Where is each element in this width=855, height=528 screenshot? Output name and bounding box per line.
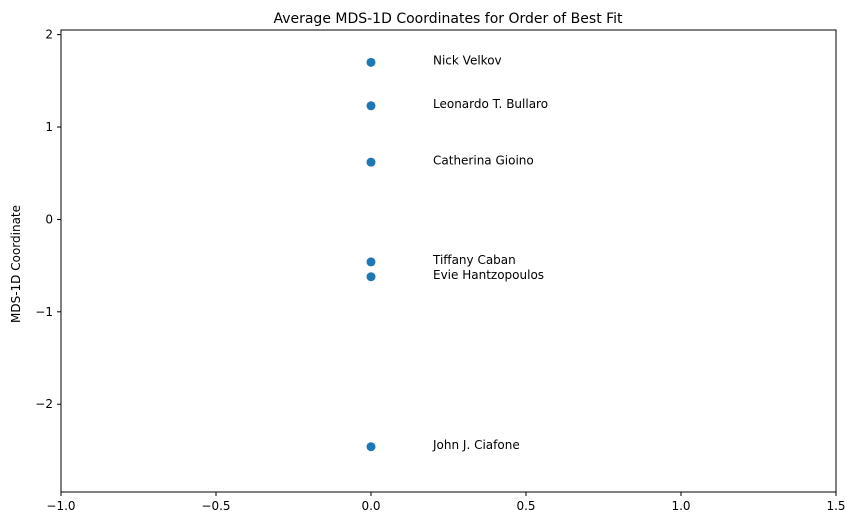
data-point <box>366 442 376 452</box>
data-point <box>366 257 376 267</box>
point-label: Catherina Gioino <box>433 153 534 167</box>
point-label: John J. Ciafone <box>432 438 520 452</box>
point-label: Nick Velkov <box>433 53 502 67</box>
x-tick-label: 1.5 <box>826 499 845 513</box>
y-tick-label: 2 <box>45 28 53 42</box>
chart-title: Average MDS-1D Coordinates for Order of … <box>273 11 623 27</box>
data-point <box>366 57 376 67</box>
data-points <box>366 57 376 452</box>
y-tick-label: −2 <box>35 397 53 411</box>
x-axis: −1.0 −0.5 0.0 0.5 1.0 1.5 <box>46 492 846 513</box>
y-axis: 2 1 0 −1 −2 <box>35 28 61 411</box>
data-point <box>366 272 376 282</box>
data-point <box>366 157 376 167</box>
y-tick-label: 1 <box>45 120 53 134</box>
x-tick-label: −0.5 <box>201 499 230 513</box>
point-label: Tiffany Caban <box>432 253 516 267</box>
y-axis-label: MDS-1D Coordinate <box>9 205 23 323</box>
data-point <box>366 101 376 111</box>
point-annotations: Nick Velkov Leonardo T. Bullaro Catherina … <box>432 53 548 451</box>
y-tick-label: −1 <box>35 305 53 319</box>
point-label: Evie Hantzopoulos <box>433 268 544 282</box>
y-tick-label: 0 <box>45 212 53 226</box>
x-tick-label: 0.5 <box>516 499 535 513</box>
x-tick-label: 1.0 <box>671 499 690 513</box>
point-label: Leonardo T. Bullaro <box>433 97 548 111</box>
x-tick-label: 0.0 <box>361 499 380 513</box>
x-tick-label: −1.0 <box>46 499 75 513</box>
plot-frame <box>60 29 837 493</box>
